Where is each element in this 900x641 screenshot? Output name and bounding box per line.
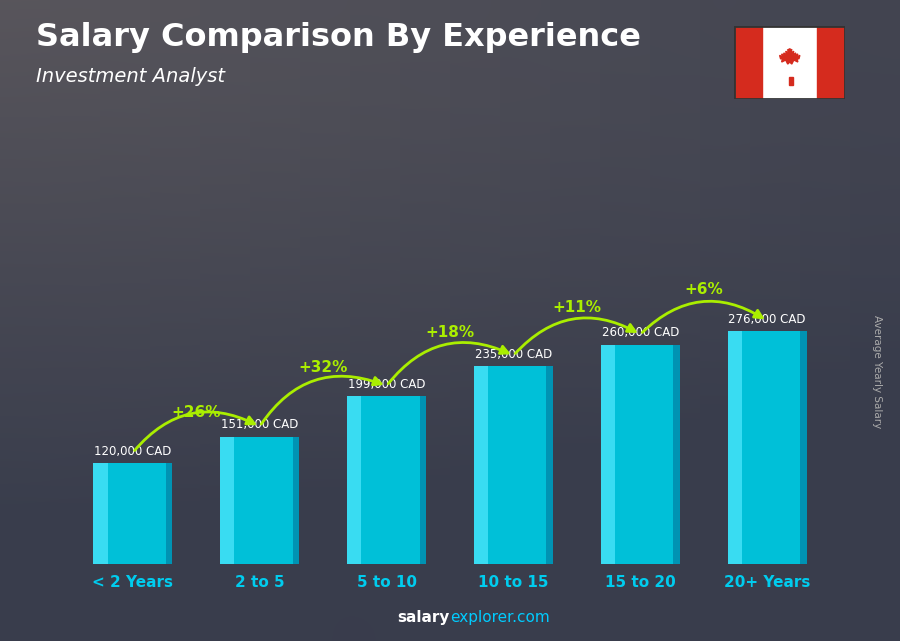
Bar [728, 331, 742, 564]
Text: +6%: +6% [684, 282, 723, 297]
Bar [474, 365, 489, 564]
Text: 120,000 CAD: 120,000 CAD [94, 445, 172, 458]
Bar [347, 396, 362, 564]
Text: Average Yearly Salary: Average Yearly Salary [872, 315, 883, 428]
Text: 235,000 CAD: 235,000 CAD [475, 347, 552, 360]
Bar [601, 344, 680, 564]
Bar [788, 76, 793, 85]
Bar [220, 437, 299, 564]
Text: salary: salary [398, 610, 450, 625]
Bar [673, 344, 680, 564]
Bar [728, 331, 806, 564]
Bar [220, 437, 235, 564]
Text: 276,000 CAD: 276,000 CAD [728, 313, 806, 326]
Text: 199,000 CAD: 199,000 CAD [347, 378, 426, 391]
Text: 151,000 CAD: 151,000 CAD [221, 419, 299, 431]
Bar [94, 463, 172, 564]
Bar [546, 365, 553, 564]
Bar [94, 463, 108, 564]
Text: explorer.com: explorer.com [450, 610, 550, 625]
Bar [601, 344, 616, 564]
Bar [817, 26, 845, 99]
Bar [419, 396, 426, 564]
Text: Salary Comparison By Experience: Salary Comparison By Experience [36, 22, 641, 53]
Text: Investment Analyst: Investment Analyst [36, 67, 225, 87]
Bar [474, 365, 553, 564]
Bar [734, 26, 762, 99]
Text: +18%: +18% [426, 325, 474, 340]
Polygon shape [779, 49, 800, 64]
Bar [347, 396, 426, 564]
Text: +32%: +32% [299, 360, 347, 375]
Bar [166, 463, 172, 564]
Text: +26%: +26% [172, 404, 221, 420]
Text: 260,000 CAD: 260,000 CAD [601, 326, 679, 340]
Bar [292, 437, 299, 564]
Text: +11%: +11% [553, 300, 601, 315]
Bar [800, 331, 806, 564]
